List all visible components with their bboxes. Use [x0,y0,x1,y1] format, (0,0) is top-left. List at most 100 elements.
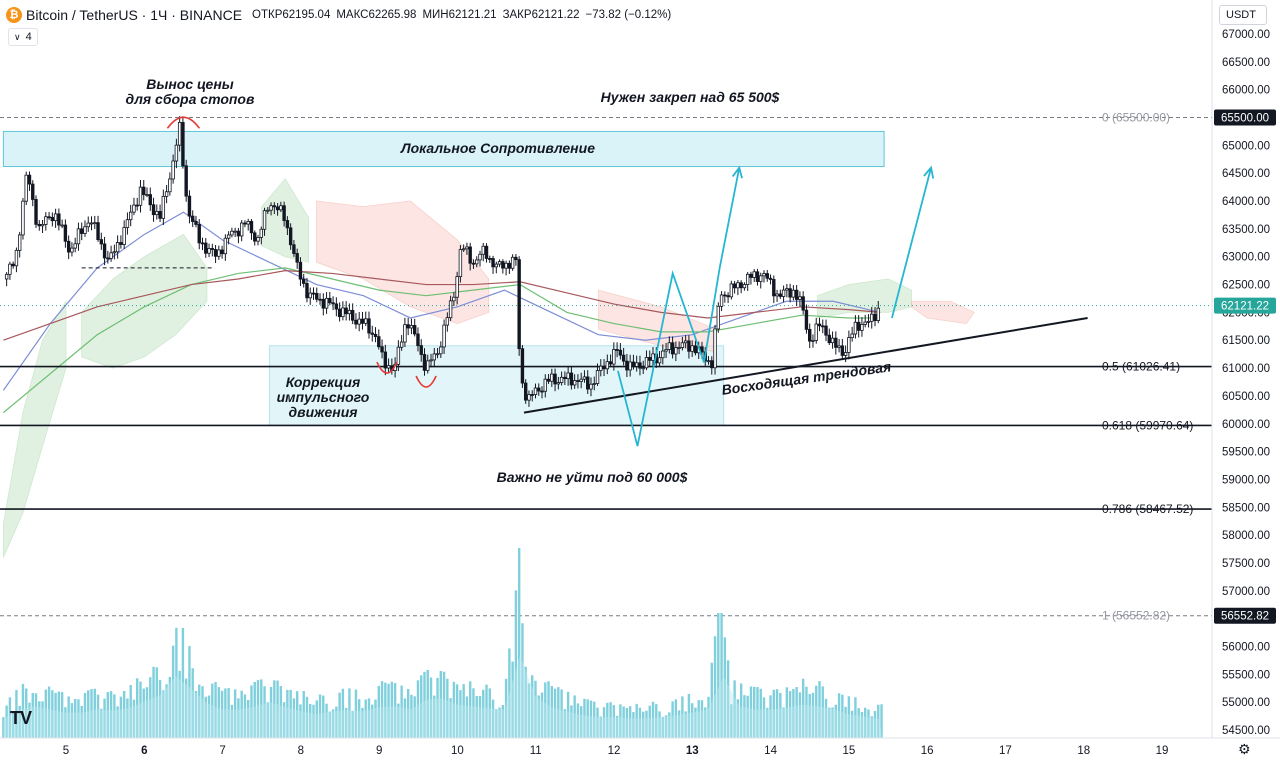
candle [749,271,753,285]
candle [119,235,123,249]
volume-bar [54,692,57,738]
candle-body [204,242,208,254]
candle-body [403,324,407,343]
volume-bar [171,645,175,738]
candle [442,319,446,354]
volume-bar [717,613,720,738]
candle-body [341,307,345,318]
volume-bar [253,681,256,738]
candle [592,376,596,391]
candle [794,285,799,306]
candle [328,291,332,306]
volume-bar [674,699,678,738]
candle [249,219,254,240]
candle [305,278,309,303]
y-tick-label: 61000.00 [1222,363,1270,375]
volume-bar [354,689,358,738]
volume-bar [478,696,482,738]
volume-bar [472,688,475,738]
candle [589,377,593,397]
currency-selector[interactable]: USDT [1219,5,1267,25]
candle [533,383,538,399]
candle [194,215,198,228]
candle [804,304,809,334]
low-label: МИН [422,9,449,21]
volume-bar [260,679,263,738]
candle-body [262,210,267,230]
volume-bar [90,689,93,738]
volume-bar [779,692,782,738]
candle-body [11,263,15,267]
volume-bar [563,709,567,738]
volume-bar [57,691,61,738]
candle [106,250,110,264]
candle-body [687,340,691,352]
candle [435,347,440,359]
candle [161,189,166,226]
candle-body [8,263,12,275]
candle-body [315,293,319,300]
volume-bar [410,694,413,738]
volume-bar [361,707,364,738]
volume-bar [769,695,772,738]
candle [21,197,25,240]
candle-body [817,323,822,327]
candle-body [791,289,796,298]
candle [99,232,104,250]
settings-gear-icon[interactable]: ⚙ [1238,741,1251,757]
candle [834,331,838,355]
candle-body [259,228,263,238]
candle [66,235,71,260]
volume-bar [67,696,70,738]
candle [8,261,12,280]
volume-bar [504,678,508,738]
volume-bar [250,685,253,738]
candle-body [249,220,254,234]
candle-body [174,144,179,162]
x-tick-label: 10 [451,745,464,757]
candle-body [475,259,479,265]
candle [386,358,391,373]
tradingview-logo[interactable]: TV [10,708,32,728]
volume-bar [501,705,505,738]
volume-bar [475,696,478,738]
candle [853,315,858,339]
volume-bar [482,689,485,738]
volume-bar [544,682,547,738]
candle [468,242,472,271]
volume-ma-area [3,655,882,738]
candle-body [677,347,681,349]
volume-bar [847,696,851,738]
volume-bar [801,678,805,738]
candle-body [370,332,374,335]
volume-bar [873,710,877,738]
volume-bar [664,715,668,738]
candle-body [840,345,845,356]
fib-level-label: 0.618 (59970.64) [1102,418,1193,432]
candle-body [122,227,126,245]
candle [315,287,319,303]
candle [344,301,348,321]
volume-bar [230,704,234,738]
candle-body [187,195,192,217]
candle-body [439,346,443,355]
volume-bar [142,688,145,738]
volume-bar [338,692,341,738]
volume-bar [586,699,589,738]
candle-body [177,122,182,146]
candle-body [488,258,492,260]
price-scale-bg [1212,0,1280,761]
candle [207,243,211,258]
y-tick-label: 59500.00 [1222,447,1270,459]
candle-body [569,372,574,386]
candle [377,329,381,350]
symbol-title[interactable]: Bitcoin / TetherUS · 1Ч · BINANCE [26,7,243,23]
indicators-toggle[interactable]: ∨ 4 [8,28,38,46]
candle [625,353,629,377]
candle-body [27,174,32,185]
x-tick-label: 14 [764,745,777,757]
volume-bar [491,699,495,738]
candle [840,338,845,359]
candle-body [710,360,714,369]
